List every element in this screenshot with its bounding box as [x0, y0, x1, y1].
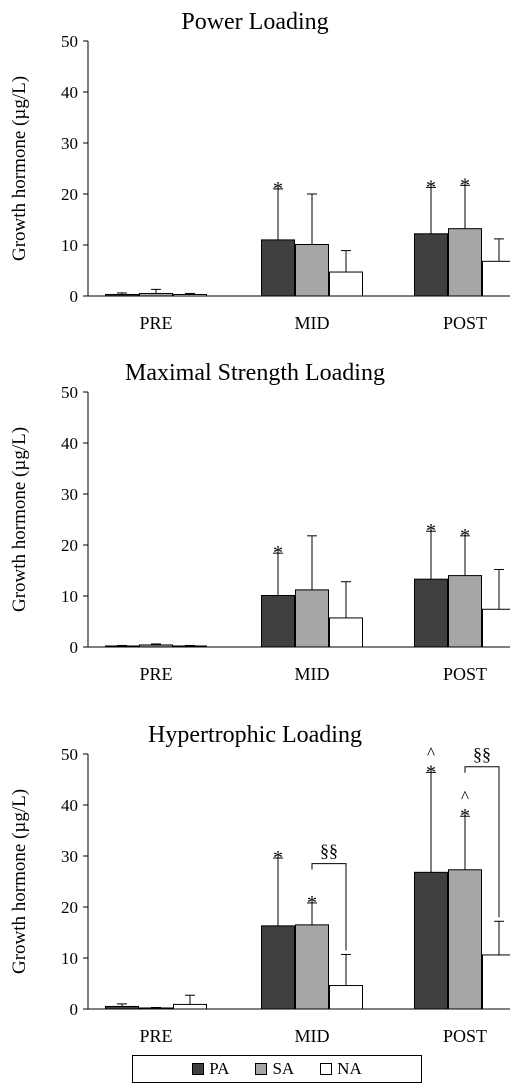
y-tick-label: 20: [61, 185, 78, 204]
y-tick-label: 40: [61, 796, 78, 815]
y-tick-label: 10: [61, 949, 78, 968]
y-tick-label: 50: [61, 383, 78, 402]
bar-sa: [448, 869, 482, 1010]
bar-pa: [105, 645, 139, 648]
comparison-bracket: [311, 863, 347, 951]
legend-item-sa: SA: [255, 1059, 294, 1079]
legend-swatch-na: [320, 1063, 333, 1075]
y-tick-label: 10: [61, 587, 78, 606]
y-tick-label: 0: [70, 638, 79, 657]
significance-mark: *: [273, 178, 283, 200]
chart-panel-2: Maximal Strength Loading Growth hormone (…: [9, 360, 510, 684]
bar-na: [329, 985, 363, 1010]
significance-mark: *: [460, 174, 470, 196]
bar-sa: [448, 228, 482, 297]
y-tick-label: 50: [61, 745, 78, 764]
y-tick-label: 0: [70, 287, 79, 306]
y-tick-label: 40: [61, 434, 78, 453]
bar-na: [173, 1003, 207, 1010]
bar-pa: [414, 578, 448, 648]
bar-sa: [139, 644, 173, 648]
significance-mark: *: [273, 542, 283, 564]
significance-mark: *: [460, 805, 470, 827]
bar-pa: [261, 925, 295, 1010]
y-tick-label: 30: [61, 847, 78, 866]
y-tick-label: 50: [61, 32, 78, 51]
legend-label-na: NA: [337, 1059, 362, 1078]
x-tick-label: POST: [443, 664, 487, 684]
comparison-bracket: [464, 766, 500, 918]
legend-item-pa: PA: [192, 1059, 229, 1079]
chart-title: Maximal Strength Loading: [125, 360, 385, 386]
y-axis-label: Growth hormone (µg/L): [9, 76, 30, 261]
bar-sa: [139, 292, 173, 297]
bar-pa: [414, 871, 448, 1010]
x-tick-label: PRE: [139, 664, 172, 684]
bar-pa: [261, 239, 295, 297]
bar-na: [482, 608, 510, 648]
y-tick-label: 30: [61, 485, 78, 504]
legend-label-pa: PA: [209, 1059, 230, 1078]
bar-na: [329, 271, 363, 297]
legend-label-sa: SA: [272, 1059, 295, 1078]
legend: PA SA NA: [132, 1055, 422, 1083]
bracket-label: §§: [320, 841, 338, 861]
significance-mark: *: [273, 847, 283, 869]
significance-mark: *: [426, 761, 436, 783]
bar-na: [329, 617, 363, 648]
legend-swatch-pa: [192, 1063, 205, 1075]
y-tick-label: 0: [70, 1000, 79, 1019]
significance-mark: *: [460, 525, 470, 547]
bracket-label: §§: [473, 744, 491, 764]
y-tick-label: 20: [61, 898, 78, 917]
significance-mark: ^: [461, 787, 469, 806]
y-tick-label: 10: [61, 236, 78, 255]
y-tick-label: 40: [61, 83, 78, 102]
y-axis-label: Growth hormone (µg/L): [9, 427, 30, 612]
bar-sa: [295, 243, 329, 297]
significance-mark: *: [307, 892, 317, 914]
bar-pa: [105, 1005, 139, 1010]
bar-pa: [105, 293, 139, 297]
x-tick-label: PRE: [139, 1026, 172, 1046]
bar-na: [482, 954, 510, 1010]
legend-swatch-sa: [255, 1063, 268, 1075]
bar-na: [482, 260, 510, 297]
legend-item-na: NA: [320, 1059, 362, 1079]
x-tick-label: PRE: [139, 313, 172, 333]
chart-title: Hypertrophic Loading: [148, 722, 362, 748]
bar-sa: [295, 589, 329, 648]
y-axis-label: Growth hormone (µg/L): [9, 789, 30, 974]
x-tick-label: MID: [295, 664, 330, 684]
bar-na: [173, 645, 207, 648]
bar-sa: [295, 924, 329, 1010]
significance-mark: *: [426, 176, 436, 198]
y-tick-label: 20: [61, 536, 78, 555]
chart-panel-1: Power Loading Growth hormone (µg/L) 0 10 20 3…: [9, 9, 510, 333]
x-tick-label: MID: [295, 313, 330, 333]
x-tick-label: POST: [443, 1026, 487, 1046]
significance-mark: *: [426, 520, 436, 542]
y-tick-label: 30: [61, 134, 78, 153]
bar-pa: [261, 594, 295, 648]
bar-sa: [139, 1007, 173, 1010]
x-tick-label: POST: [443, 313, 487, 333]
chart-panel-3: Hypertrophic Loading Growth hormone (µg/L…: [9, 722, 510, 1046]
chart-title: Power Loading: [181, 9, 328, 35]
x-tick-label: MID: [295, 1026, 330, 1046]
bar-sa: [448, 575, 482, 648]
significance-mark: ^: [427, 743, 435, 762]
bar-na: [173, 293, 207, 297]
bar-pa: [414, 233, 448, 297]
